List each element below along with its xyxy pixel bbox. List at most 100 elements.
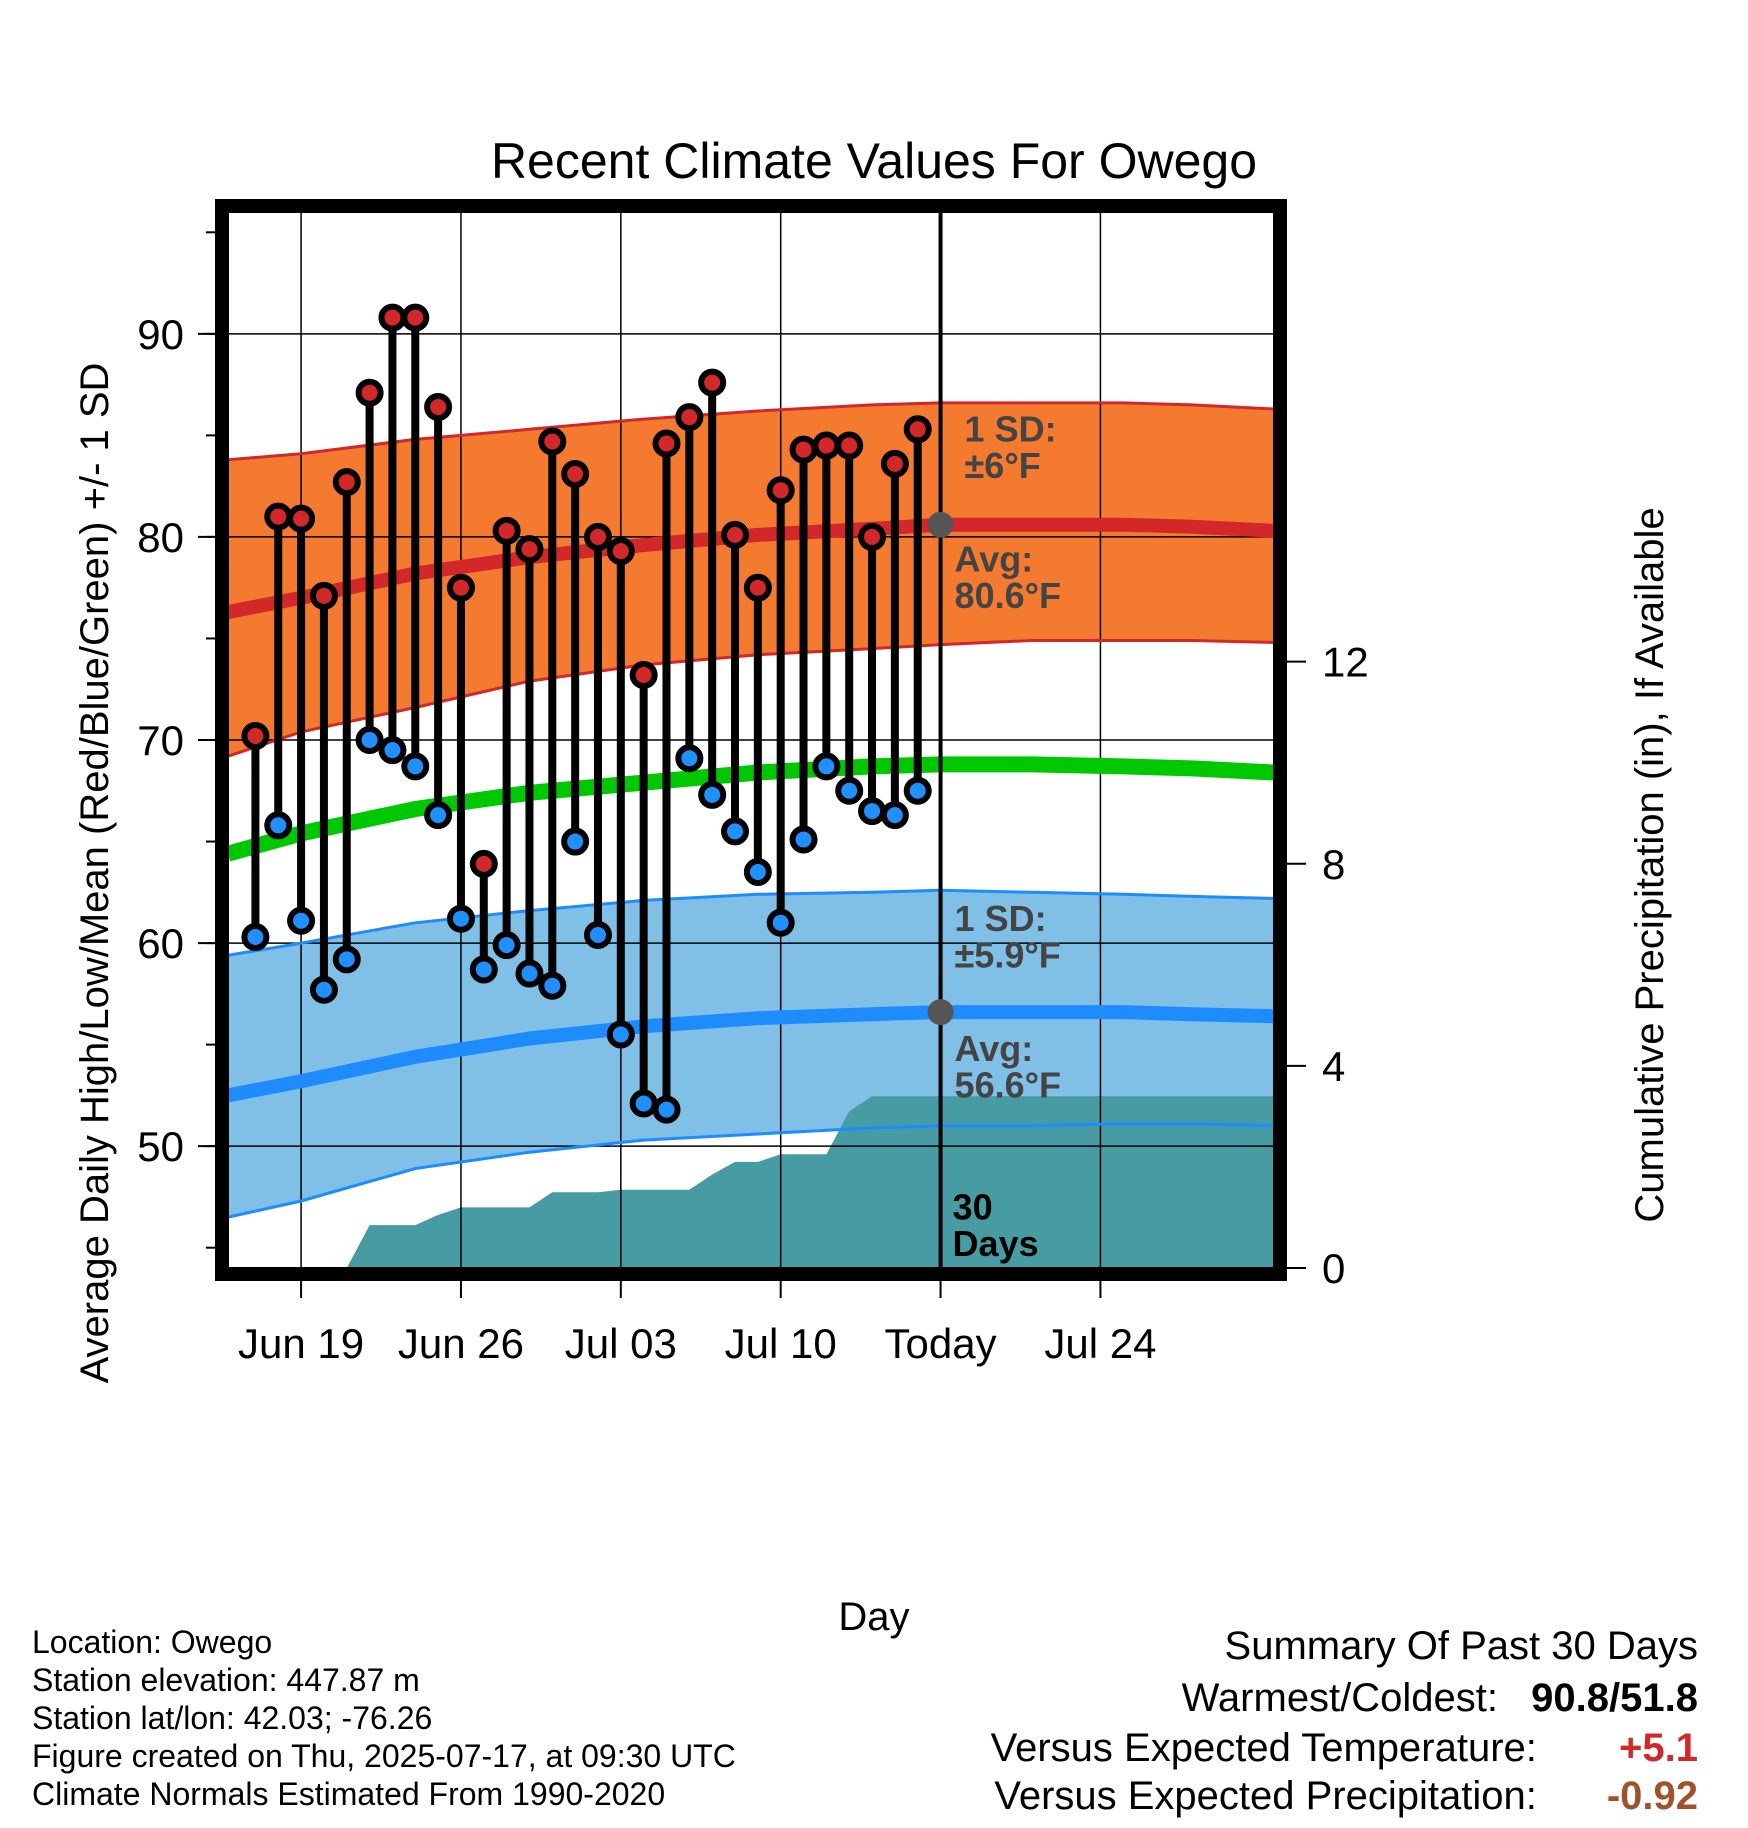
daily-low-point <box>880 801 909 830</box>
y-tick-label: 50 <box>137 1123 184 1170</box>
y-axis-label: Average Daily High/Low/Mean (Red/Blue/Gr… <box>73 363 117 1384</box>
daily-high-point <box>789 435 818 464</box>
y2-tick-label: 12 <box>1322 639 1369 686</box>
daily-low-point <box>606 1020 635 1049</box>
daily-high-point <box>652 429 681 458</box>
x-tick-label: Jul 03 <box>565 1320 677 1367</box>
daily-low-point <box>652 1095 681 1124</box>
daily-low-point <box>401 752 430 781</box>
daily-low-point <box>492 931 521 960</box>
daily-high-point <box>835 431 864 460</box>
daily-low-point <box>287 906 316 935</box>
daily-low-point <box>629 1089 658 1118</box>
info-created: Figure created on Thu, 2025-07-17, at 09… <box>32 1738 736 1774</box>
daily-high-point <box>424 392 453 421</box>
x-tick-label: Jul 10 <box>725 1320 837 1367</box>
daily-low-point <box>675 744 704 773</box>
annotation-low-avg-value: 56.6°F <box>955 1064 1061 1105</box>
annotation-low-sd-value: ±5.9°F <box>955 934 1061 975</box>
coldest-value: 51.8 <box>1620 1676 1698 1720</box>
daily-high-point <box>629 661 658 690</box>
y-tick-label: 90 <box>137 311 184 358</box>
daily-low-point <box>446 904 475 933</box>
annotation-high-sd: 1 SD: <box>965 408 1057 449</box>
daily-high-point <box>606 537 635 566</box>
daily-low-point <box>241 922 270 951</box>
y2-tick-label: 8 <box>1322 841 1345 888</box>
daily-low-point <box>264 811 293 840</box>
annotation-high-avg: Avg: <box>955 538 1034 579</box>
daily-low-point <box>378 736 407 765</box>
info-location: Location: Owego <box>32 1624 273 1660</box>
x-tick-label: Jun 19 <box>238 1320 364 1367</box>
daily-high-point <box>309 581 338 610</box>
daily-high-point <box>903 415 932 444</box>
annotation-low-sd: 1 SD: <box>955 898 1047 939</box>
x-tick-label: Jun 26 <box>398 1320 524 1367</box>
info-normals: Climate Normals Estimated From 1990-2020 <box>32 1776 666 1812</box>
daily-high-point <box>880 449 909 478</box>
low-lower-edge <box>228 1122 1274 1219</box>
temp-label: Versus Expected Temperature: <box>990 1726 1537 1770</box>
y2-tick-label: 4 <box>1322 1043 1345 1090</box>
daily-high-point <box>264 502 293 531</box>
x-axis-label: Day <box>838 1595 909 1639</box>
daily-low-point <box>355 726 384 754</box>
daily-high-point <box>469 849 498 878</box>
annotation-high-sd-value: ±6°F <box>965 445 1041 486</box>
annotation-days-count: 30 <box>953 1186 993 1227</box>
warm-cold-slash: / <box>1609 1676 1621 1720</box>
daily-high-point <box>721 520 750 549</box>
daily-high-point <box>378 303 407 332</box>
daily-low-point <box>766 908 795 937</box>
daily-low-point <box>812 752 841 781</box>
temp-value: +5.1 <box>1619 1726 1698 1770</box>
daily-high-point <box>538 427 567 456</box>
annotation-low-avg: Avg: <box>955 1028 1034 1069</box>
daily-high-point <box>355 378 384 407</box>
low-upper-edge <box>228 888 1274 957</box>
daily-high-point <box>287 504 316 533</box>
daily-low-point <box>743 858 772 886</box>
precip-value: -0.92 <box>1606 1774 1698 1818</box>
daily-high-point <box>561 459 590 488</box>
info-elevation: Station elevation: 447.87 m <box>32 1662 420 1698</box>
annotation-days-word: Days <box>953 1223 1039 1264</box>
annotation-high-avg-value: 80.6°F <box>955 575 1061 616</box>
daily-high-point <box>743 573 772 602</box>
today-low-avg-point <box>927 999 954 1026</box>
daily-low-point <box>332 945 361 974</box>
x-tick-label: Jul 24 <box>1044 1320 1156 1367</box>
daily-low-point <box>424 801 453 830</box>
daily-low-point <box>698 780 727 809</box>
daily-low-point <box>583 920 612 949</box>
normal-low-line <box>228 1005 1274 1103</box>
daily-high-point <box>401 303 430 332</box>
warmest-value: 90.8 <box>1531 1676 1610 1720</box>
station-info: Location: Owego Station elevation: 447.8… <box>32 1623 736 1813</box>
daily-high-point <box>515 535 544 564</box>
daily-low-point <box>561 827 590 856</box>
y2-tick-label: 0 <box>1322 1245 1345 1292</box>
precip-area <box>323 1096 1274 1268</box>
daily-high-point <box>446 573 475 602</box>
daily-high-point <box>332 468 361 497</box>
daily-low-point <box>789 825 818 854</box>
info-latlon: Station lat/lon: 42.03; -76.26 <box>32 1700 433 1736</box>
normal-mean-line <box>228 756 1274 862</box>
summary-panel: Summary Of Past 30 Days Warmest/Coldest:… <box>991 1620 1698 1820</box>
daily-low-point <box>721 817 750 846</box>
warm-cold-label: Warmest/Coldest: <box>1181 1676 1499 1720</box>
daily-low-point <box>469 955 498 984</box>
daily-low-point <box>309 975 338 1004</box>
daily-high-point <box>675 403 704 432</box>
y-tick-label: 80 <box>137 514 184 561</box>
daily-high-point <box>858 522 887 551</box>
daily-high-point <box>698 368 727 397</box>
daily-high-point <box>583 522 612 551</box>
y-tick-label: 70 <box>137 717 184 764</box>
daily-high-point <box>766 476 795 505</box>
daily-low-point <box>515 959 544 988</box>
y2-axis-label: Cumulative Precipitation (in), If Availa… <box>1628 507 1672 1222</box>
